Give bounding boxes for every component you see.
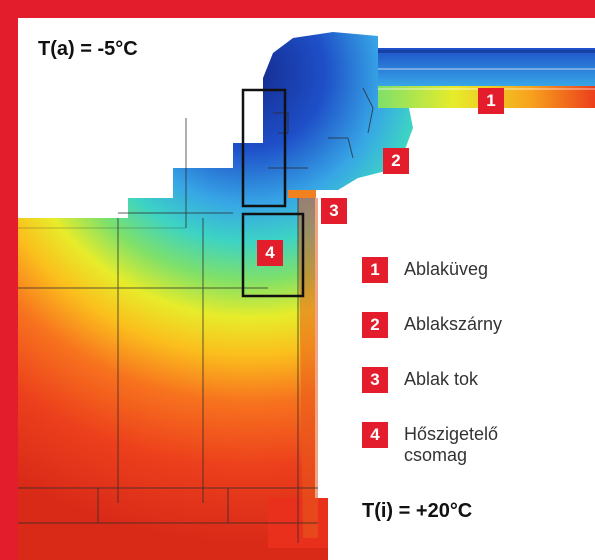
marker-2-sash: 2 (383, 148, 409, 174)
legend-item-insulation: 4 Hőszigetelő csomag (362, 422, 524, 466)
legend-item-glass: 1 Ablaküveg (362, 257, 554, 283)
legend-badge: 1 (362, 257, 388, 283)
inside-temperature: T(i) = +20°C (362, 500, 473, 522)
wall-section (18, 32, 413, 560)
thermal-simulation-diagram (18, 32, 595, 560)
legend-label: Ablakszárny (404, 314, 503, 334)
legend-item-sash: 2 Ablakszárny (362, 312, 554, 338)
marker-4-insulation: 4 (257, 240, 283, 266)
legend-badge: 3 (362, 367, 388, 393)
legend-label: Ablaküveg (404, 259, 489, 279)
marker-1-glass: 1 (478, 88, 504, 114)
legend-label: Hőszigetelő csomag (404, 424, 499, 465)
legend-badge: 2 (362, 312, 388, 338)
sash-outline-box (241, 88, 287, 208)
legend-badge: 4 (362, 422, 388, 448)
outside-temperature: T(a) = -5°C (38, 38, 138, 60)
insulation-package-box (241, 212, 305, 298)
construction-lines (18, 87, 374, 543)
diagram-panel: 1 2 3 4 T(a) = -5°C T(i) = +20°C 1 Ablak… (18, 18, 595, 560)
marker-3-frame: 3 (321, 198, 347, 224)
legend-label: Ablak tok (404, 369, 479, 389)
legend-item-frame: 3 Ablak tok (362, 367, 554, 393)
